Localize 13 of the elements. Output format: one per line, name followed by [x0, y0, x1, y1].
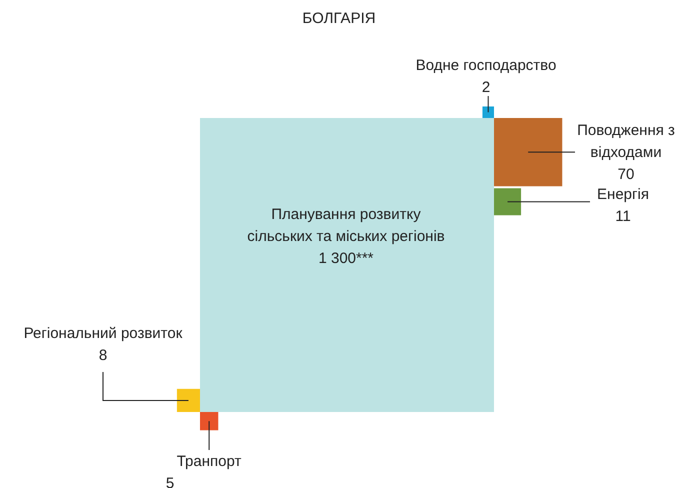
- data-label: 8: [98, 347, 108, 364]
- category-label: Енергія: [597, 186, 649, 204]
- data-label: 70: [618, 166, 634, 184]
- category-label: Водне господарство: [416, 57, 556, 74]
- text: БОЛГАРІЯ: [302, 10, 376, 28]
- category-label: Планування розвитку сільських та міських регіонів: [247, 206, 445, 246]
- category-label: Регіональний розвиток: [24, 325, 183, 342]
- data-label: 5: [166, 475, 174, 488]
- category-label: Поводження з відходами: [577, 122, 676, 162]
- data-label: 11: [615, 208, 631, 226]
- data-label: 1 300***: [318, 250, 374, 268]
- category-label: Транпорт: [176, 453, 242, 470]
- data-label: 2: [482, 79, 490, 96]
